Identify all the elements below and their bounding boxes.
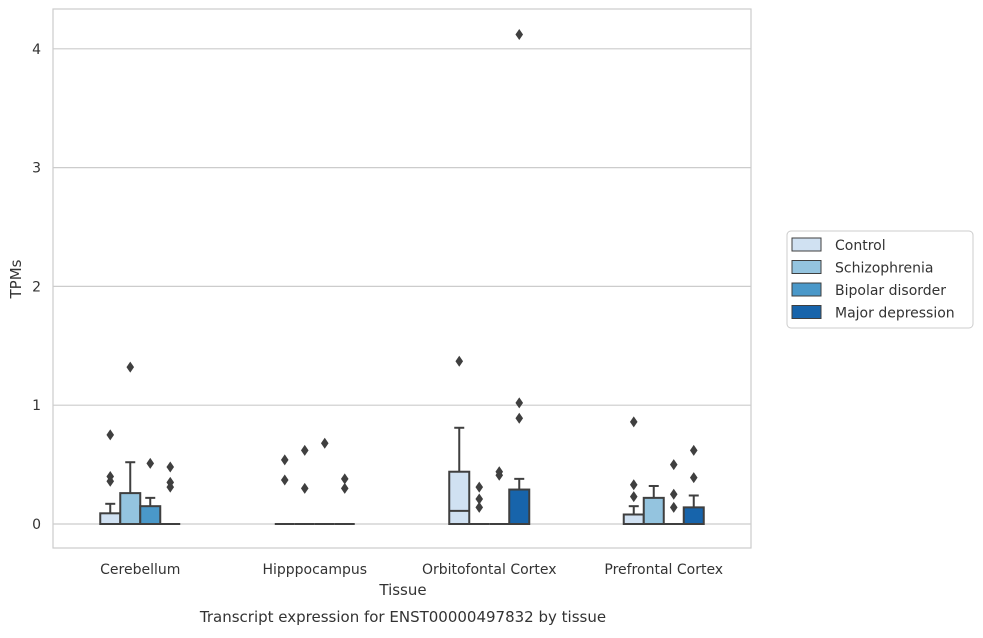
outlier-point xyxy=(166,476,175,488)
outlier-point xyxy=(300,444,309,456)
chart-title: Transcript expression for ENST0000049783… xyxy=(199,608,606,626)
x-tick-labels: Cerebellum Hipppocampus Orbitofontal Corte… xyxy=(100,562,723,578)
outlier-point xyxy=(126,361,135,373)
outlier-point xyxy=(320,437,329,449)
outlier-point xyxy=(629,491,638,503)
box-major-depression xyxy=(508,29,531,526)
legend-swatch xyxy=(791,260,822,274)
outlier-point xyxy=(280,474,289,486)
y-tick-label: 3 xyxy=(32,161,41,177)
box-major-depression xyxy=(334,473,355,525)
outlier-point xyxy=(280,454,289,466)
outlier-point xyxy=(689,444,698,456)
box-control xyxy=(448,355,471,525)
outlier-point xyxy=(515,29,524,41)
x-tick-label: Prefrontal Cortex xyxy=(604,562,723,578)
box-schizophrenia xyxy=(119,361,142,525)
legend-swatch xyxy=(791,282,822,297)
box-major-depression xyxy=(160,461,181,525)
box-body xyxy=(508,488,531,526)
outlier-point xyxy=(495,466,504,478)
outlier-point xyxy=(455,355,464,367)
outlier-point xyxy=(146,457,155,469)
legend-frame xyxy=(786,230,974,329)
outlier-point xyxy=(106,429,115,441)
y-axis-label: TPMs xyxy=(7,259,25,299)
legend-label: Bipolar disorder xyxy=(835,283,946,299)
outlier-point xyxy=(475,493,484,505)
outlier-point xyxy=(515,397,524,409)
outlier-point xyxy=(166,461,175,473)
legend-label: Schizophrenia xyxy=(835,261,933,277)
outlier-point xyxy=(340,473,349,485)
outlier-point xyxy=(669,488,678,500)
box-control xyxy=(274,454,295,525)
outlier-point xyxy=(689,472,698,484)
outlier-point xyxy=(629,416,638,428)
y-tick-label: 0 xyxy=(32,517,41,533)
box-body xyxy=(139,505,162,525)
outlier-point xyxy=(340,482,349,494)
box-body xyxy=(448,470,471,525)
y-tick-label: 2 xyxy=(32,279,41,295)
outlier-point xyxy=(629,479,638,491)
x-axis-label: Tissue xyxy=(378,581,426,599)
box-schizophrenia xyxy=(642,484,665,526)
y-tick-labels: 0 1 2 3 4 xyxy=(32,42,41,533)
box-body xyxy=(682,506,705,526)
outlier-point xyxy=(106,470,115,482)
box-body xyxy=(119,492,142,525)
box-body xyxy=(642,496,665,526)
box-body xyxy=(622,513,645,525)
legend-label: Control xyxy=(835,238,886,254)
outlier-point xyxy=(669,459,678,471)
legend: Control Schizophrenia Bipolar disorder Majo… xyxy=(786,230,974,329)
box-schizophrenia xyxy=(469,481,490,525)
box-control xyxy=(99,429,122,525)
plot-frame xyxy=(52,8,752,549)
outlier-point xyxy=(515,412,524,424)
box-bipolar-disorder xyxy=(139,457,162,525)
box-bipolar-disorder xyxy=(314,437,335,525)
x-tick-label: Hipppocampus xyxy=(262,562,367,578)
legend-swatch xyxy=(791,237,822,252)
legend-swatch xyxy=(791,305,822,319)
box-bipolar-disorder xyxy=(489,466,510,525)
outlier-point xyxy=(669,501,678,513)
x-tick-label: Orbitofontal Cortex xyxy=(422,562,557,578)
box-control xyxy=(622,416,645,525)
legend-label: Major depression xyxy=(835,306,955,322)
y-tick-label: 1 xyxy=(32,398,41,414)
y-tick-label: 4 xyxy=(32,42,41,58)
x-tick-label: Cerebellum xyxy=(100,562,180,578)
box-bipolar-disorder xyxy=(663,459,684,525)
marks-layer xyxy=(99,29,705,526)
box-schizophrenia xyxy=(294,444,315,525)
outlier-point xyxy=(475,501,484,513)
box-major-depression xyxy=(682,444,705,526)
grid-layer xyxy=(53,48,751,525)
box-body xyxy=(99,512,122,525)
outlier-point xyxy=(475,481,484,493)
outlier-point xyxy=(300,482,309,494)
